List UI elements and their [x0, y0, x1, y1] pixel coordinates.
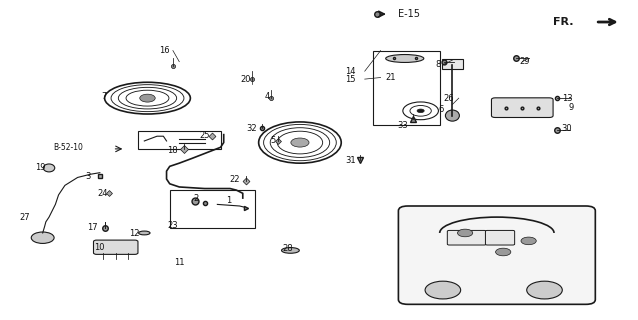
Text: 10: 10 — [94, 243, 105, 252]
FancyBboxPatch shape — [486, 230, 515, 245]
Text: 6: 6 — [439, 105, 444, 114]
Text: 25: 25 — [199, 131, 210, 140]
Text: 33: 33 — [397, 121, 408, 130]
Circle shape — [291, 138, 309, 147]
Text: 14: 14 — [345, 67, 356, 76]
Ellipse shape — [138, 231, 150, 235]
Text: 29: 29 — [519, 57, 530, 66]
Text: 7: 7 — [101, 92, 106, 101]
Text: 3: 3 — [85, 172, 91, 181]
FancyBboxPatch shape — [398, 206, 595, 304]
Circle shape — [457, 229, 473, 237]
Text: 28: 28 — [282, 244, 293, 253]
Text: 27: 27 — [19, 212, 30, 222]
Text: 22: 22 — [229, 175, 240, 185]
Text: 31: 31 — [345, 156, 356, 165]
Text: 26: 26 — [443, 94, 454, 103]
Text: 24: 24 — [98, 189, 108, 198]
Text: 2: 2 — [193, 194, 198, 203]
Text: 4: 4 — [264, 92, 269, 101]
Text: 9: 9 — [568, 102, 574, 112]
Text: 16: 16 — [159, 46, 170, 55]
FancyBboxPatch shape — [447, 230, 486, 245]
Circle shape — [496, 248, 511, 256]
Text: 19: 19 — [35, 164, 46, 172]
Text: 15: 15 — [345, 75, 356, 84]
Text: 32: 32 — [246, 124, 256, 133]
Text: FR.: FR. — [553, 17, 573, 27]
Bar — [170, 190, 255, 228]
Text: 21: 21 — [385, 73, 396, 82]
Circle shape — [417, 109, 424, 113]
Text: 12: 12 — [130, 229, 140, 238]
Ellipse shape — [445, 110, 459, 121]
Text: B-52-10: B-52-10 — [53, 143, 83, 152]
Circle shape — [527, 281, 562, 299]
FancyBboxPatch shape — [491, 98, 553, 117]
Ellipse shape — [43, 164, 55, 172]
Text: 30: 30 — [561, 124, 572, 133]
Text: 8: 8 — [436, 60, 441, 69]
Circle shape — [31, 232, 54, 244]
Bar — [373, 51, 440, 125]
FancyBboxPatch shape — [441, 60, 463, 69]
Circle shape — [425, 281, 461, 299]
Text: 18: 18 — [167, 146, 178, 155]
Circle shape — [521, 237, 537, 245]
FancyBboxPatch shape — [94, 240, 138, 254]
Text: 17: 17 — [87, 223, 98, 232]
Text: 11: 11 — [174, 258, 184, 267]
Text: 1: 1 — [226, 196, 232, 205]
Ellipse shape — [386, 54, 424, 62]
Text: E-15: E-15 — [398, 9, 420, 19]
Bar — [138, 132, 221, 149]
Text: 5: 5 — [271, 136, 276, 146]
Ellipse shape — [140, 94, 155, 102]
Ellipse shape — [281, 248, 299, 253]
Text: 13: 13 — [561, 94, 572, 103]
Text: 23: 23 — [167, 220, 178, 229]
Text: 20: 20 — [241, 75, 251, 84]
